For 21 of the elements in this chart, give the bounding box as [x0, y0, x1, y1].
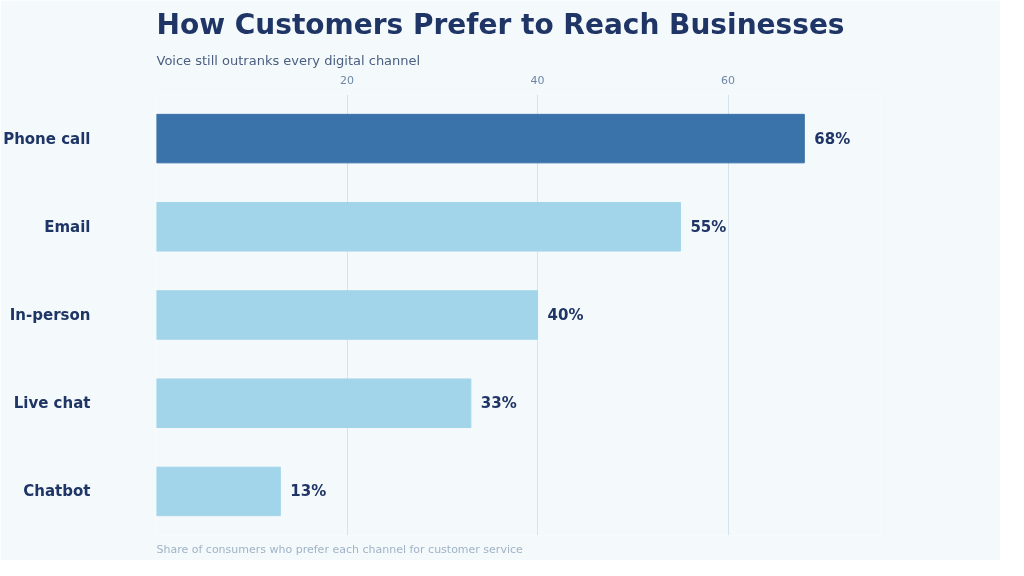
bar	[156, 290, 539, 340]
y-tick-label: Live chat	[13, 394, 91, 413]
x-tick-label: 40	[530, 73, 545, 87]
chart-subtitle: Voice still outranks every digital channel	[156, 52, 421, 68]
text: Share of consumers who prefer each channel for customer service	[156, 542, 524, 556]
bar	[156, 378, 472, 428]
y-tick-label: Email	[44, 217, 91, 236]
y-tick-label: Chatbot	[23, 482, 91, 501]
bar	[156, 202, 681, 252]
data-label: 33%	[480, 394, 517, 413]
data-label: 68%	[814, 129, 851, 148]
data-label: 40%	[547, 306, 584, 324]
chart-title: How Customers Prefer to Reach Businesses	[156, 7, 845, 41]
data-label: 55%	[690, 217, 727, 236]
bar	[156, 466, 281, 517]
data-label: 13%	[290, 482, 327, 501]
x-tick-label: 60	[721, 73, 736, 87]
y-tick-label: Phone call	[3, 129, 91, 148]
x-tick-label: 20	[340, 73, 355, 87]
bar	[156, 113, 805, 164]
y-tick-label: In-person	[9, 306, 91, 324]
